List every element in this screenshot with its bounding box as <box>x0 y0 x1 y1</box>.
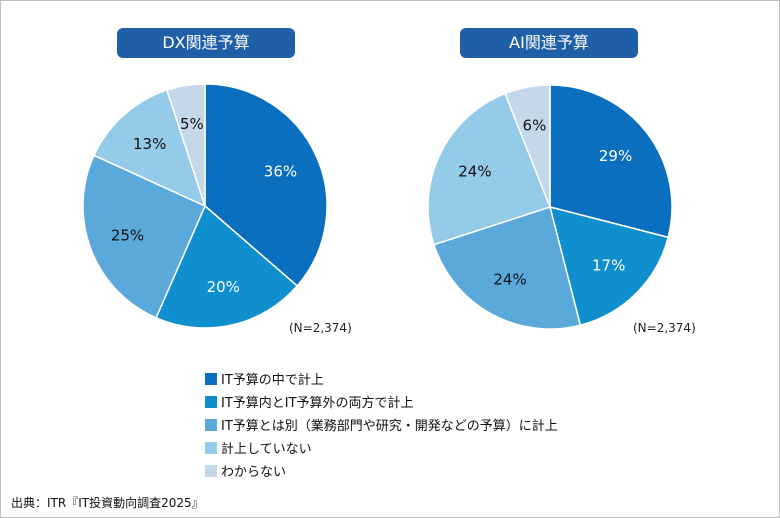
ai-slice-label-4: 6% <box>523 117 547 135</box>
ai-slice-1 <box>548 205 670 327</box>
legend-swatch <box>205 395 217 408</box>
legend-item: 計上していない <box>205 436 558 459</box>
legend-label: IT予算の中で計上 <box>221 373 324 388</box>
legend-item: IT予算とは別（業務部門や研究・開発などの予算）に計上 <box>205 413 558 436</box>
legend: IT予算の中で計上 IT予算内とIT予算外の両方で計上 IT予算とは別（業務部門… <box>205 367 558 482</box>
dx-slice-0 <box>204 83 328 287</box>
ai-slice-label-0: 29% <box>599 147 632 165</box>
ai-slice-2 <box>433 206 582 330</box>
legend-swatch <box>205 441 217 454</box>
legend-swatch <box>205 464 217 477</box>
dx-slice-label-4: 5% <box>180 115 204 133</box>
ai-slice-label-1: 17% <box>592 257 625 275</box>
legend-item: IT予算の中で計上 <box>205 367 558 390</box>
legend-label: IT予算とは別（業務部門や研究・開発などの予算）に計上 <box>221 419 558 434</box>
legend-swatch <box>205 372 217 385</box>
legend-item: わからない <box>205 459 558 482</box>
source-note: 出典：ITR『IT投資動向調査2025』 <box>11 496 204 510</box>
legend-label: 計上していない <box>221 442 312 457</box>
ai-chart-title: AI関連予算 <box>460 28 638 58</box>
dx-sample-size: (N=2,374) <box>289 321 352 335</box>
dx-slice-2 <box>82 154 206 319</box>
legend-item: IT予算内とIT予算外の両方で計上 <box>205 390 558 413</box>
dx-slice-4 <box>165 83 206 207</box>
dx-slice-3 <box>93 89 207 208</box>
dx-slice-label-3: 13% <box>133 135 166 153</box>
dx-slice-label-2: 25% <box>111 227 144 245</box>
dx-slice-label-0: 36% <box>264 163 297 181</box>
ai-slice-label-3: 24% <box>458 163 491 181</box>
legend-label: IT予算内とIT予算外の両方で計上 <box>221 396 414 411</box>
ai-slice-label-2: 24% <box>493 271 526 289</box>
dx-chart-title: DX関連予算 <box>117 28 295 58</box>
legend-label: わからない <box>221 465 287 480</box>
ai-sample-size: (N=2,374) <box>633 321 696 335</box>
pie-charts: 36% 20% 25% 13% 5% 29% 17% 24% 24% 6% <box>82 83 673 330</box>
dx-slice-label-1: 20% <box>207 278 240 296</box>
ai-slice-0 <box>549 84 673 239</box>
ai-slice-4 <box>504 84 551 208</box>
legend-swatch <box>205 418 217 431</box>
dx-slice-1 <box>155 204 299 329</box>
